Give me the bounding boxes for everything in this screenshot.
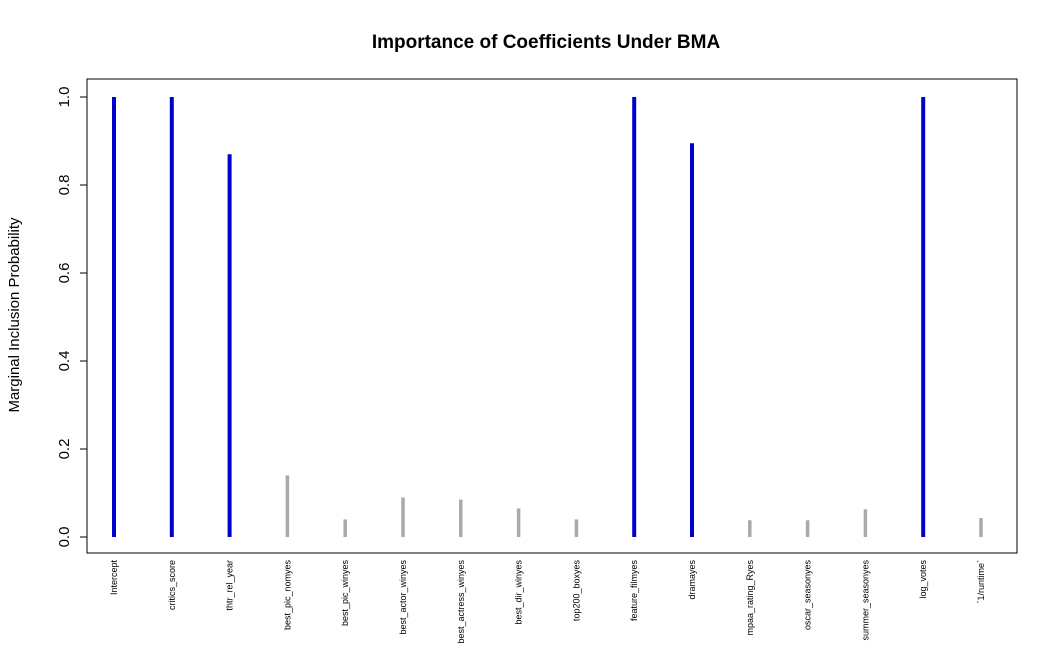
bars xyxy=(112,97,983,537)
y-tick-label: 0.4 xyxy=(56,351,73,372)
x-tick-label: feature_filmyes xyxy=(629,560,639,622)
y-tick-label: 0.6 xyxy=(56,263,73,284)
x-tick-label: top200_boxyes xyxy=(571,560,581,622)
x-tick-label: best_actress_winyes xyxy=(456,560,466,644)
x-tick-label: `1/runtime` xyxy=(976,560,986,604)
y-axis-label: Marginal Inclusion Probability xyxy=(6,217,23,413)
x-tick-label: critics_score xyxy=(167,560,177,610)
x-tick-label: Intercept xyxy=(109,560,119,596)
y-tick-label: 0.2 xyxy=(56,439,73,460)
y-tick-label: 0.8 xyxy=(56,175,73,196)
x-tick-label: best_pic_nomyes xyxy=(282,560,292,631)
x-tick-label: oscar_seasonyes xyxy=(803,560,813,631)
x-tick-label: thtr_rel_year xyxy=(225,560,235,611)
x-tick-label: summer_seasonyes xyxy=(860,560,870,641)
y-tick-label: 0.0 xyxy=(56,527,73,548)
y-axis: 0.0 0.2 0.4 0.6 0.8 1.0 xyxy=(56,87,88,548)
y-tick-label: 1.0 xyxy=(56,87,73,108)
x-tick-label: log_votes xyxy=(918,560,928,599)
x-tick-label: best_dir_winyes xyxy=(514,560,524,625)
x-tick-label: best_actor_winyes xyxy=(398,560,408,635)
x-tick-label: best_pic_winyes xyxy=(340,560,350,627)
x-tick-label: dramayes xyxy=(687,560,697,600)
plot-frame xyxy=(86,78,1018,554)
chart-title: Importance of Coefficients Under BMA xyxy=(372,32,721,53)
x-tick-label: mpaa_rating_Ryes xyxy=(745,560,755,636)
x-tick-labels: Intercept critics_score thtr_rel_year best_… xyxy=(109,560,986,644)
